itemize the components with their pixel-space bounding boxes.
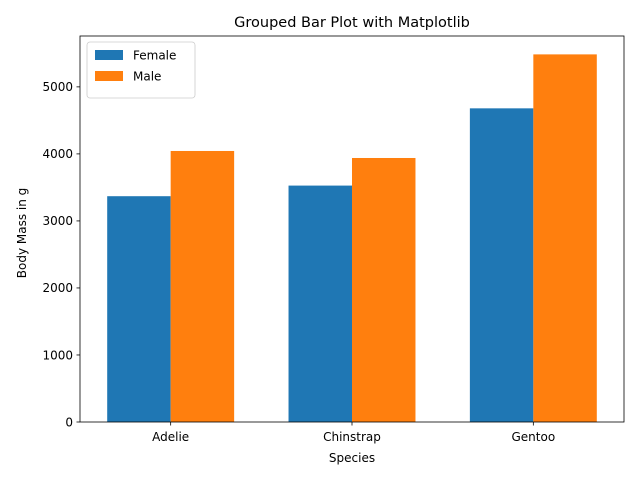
bar-male-chinstrap (352, 157, 416, 423)
y-tick-label: 4000 (42, 147, 73, 161)
legend-swatch-female (95, 50, 123, 60)
bar-female-adelie (107, 196, 171, 422)
y-axis-label: Body Mass in g (15, 188, 29, 279)
y-tick-label: 5000 (42, 80, 73, 94)
legend: Female Male (86, 41, 196, 99)
chart-title: Grouped Bar Plot with Matplotlib (234, 15, 470, 31)
x-tick-label: Gentoo (511, 430, 555, 444)
axes-layer: 0 1000 2000 3000 4000 5000 Adelie Chinstrap Gent… (42, 35, 625, 444)
bar-male-adelie (170, 150, 235, 423)
x-tick-label: Chinstrap (323, 430, 381, 444)
x-axis-label: Species (329, 451, 375, 465)
y-tick-label: 2000 (42, 281, 73, 295)
x-tick-label: Adelie (152, 430, 189, 444)
y-tick-label: 1000 (42, 348, 73, 362)
legend-swatch-male (95, 71, 123, 81)
bar-female-gentoo (469, 108, 534, 422)
bar-male-gentoo (533, 54, 597, 422)
bar-female-chinstrap (288, 185, 352, 422)
y-tick-label: 3000 (42, 214, 73, 228)
legend-label-female: Female (133, 49, 176, 63)
y-tick-label: 0 (65, 415, 73, 429)
legend-label-male: Male (133, 70, 161, 84)
bars-layer (107, 54, 597, 423)
